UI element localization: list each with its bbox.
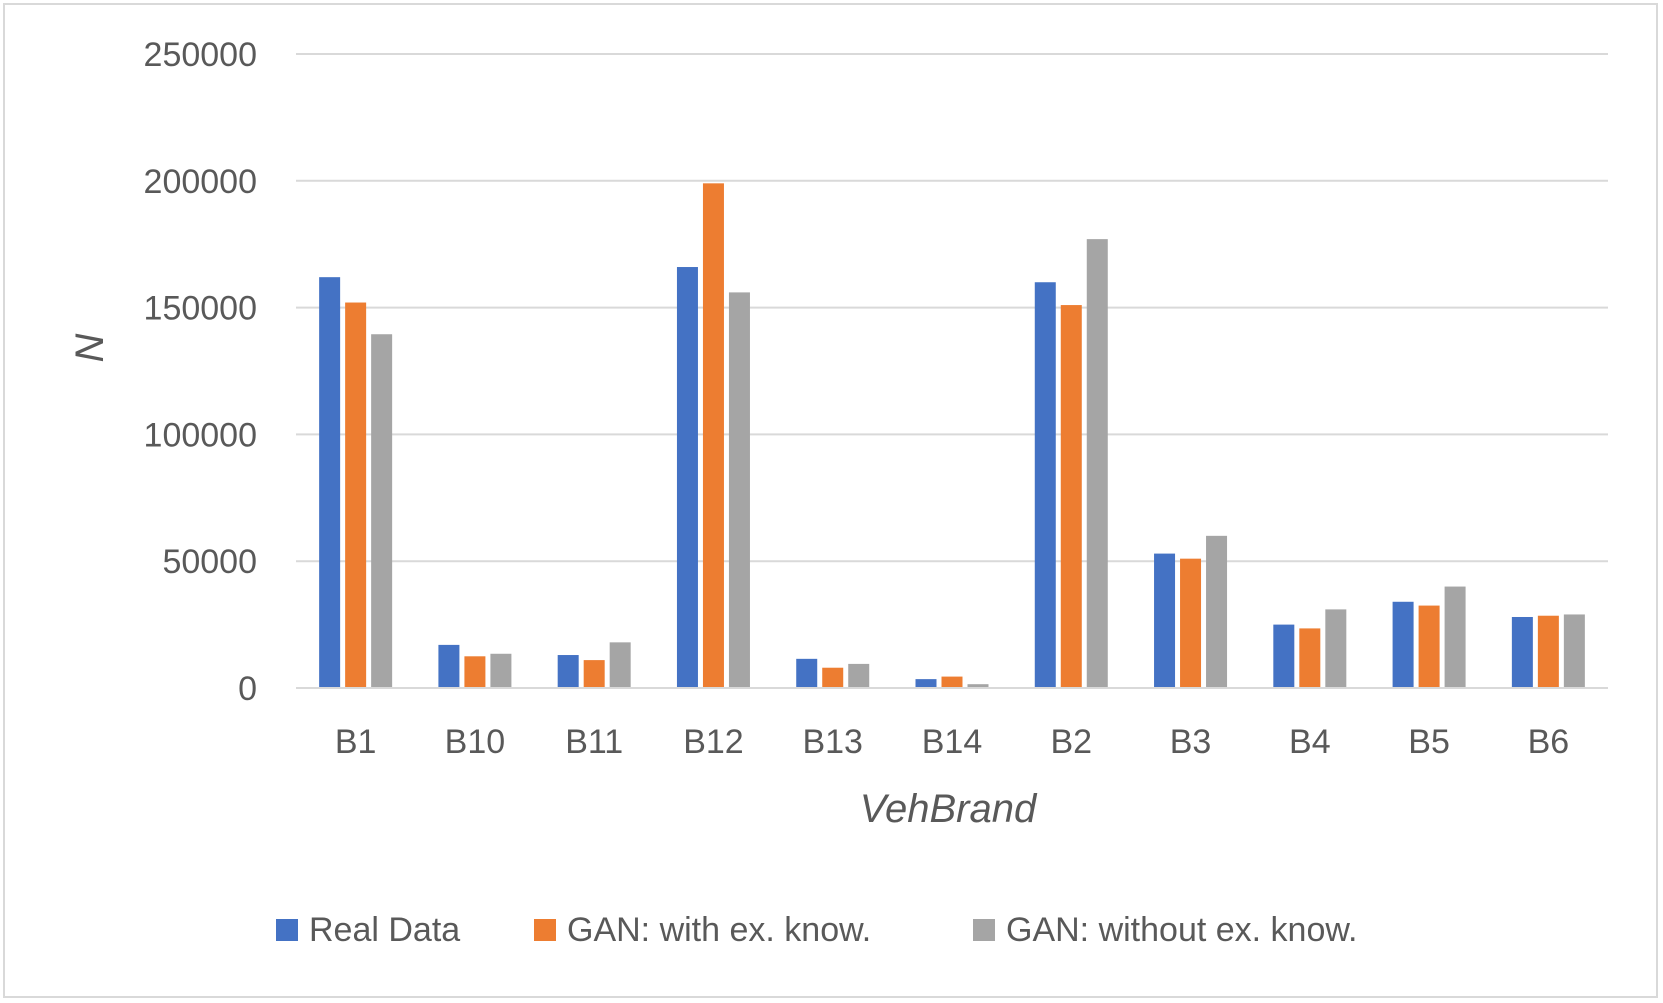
bar bbox=[583, 660, 605, 688]
x-axis-title: VehBrand bbox=[860, 787, 1038, 831]
bar bbox=[1563, 614, 1585, 688]
gridlines bbox=[296, 53, 1608, 563]
bar bbox=[1299, 628, 1321, 688]
bar bbox=[1154, 553, 1176, 688]
bar bbox=[1060, 305, 1082, 688]
bar bbox=[728, 292, 750, 688]
bar bbox=[609, 642, 631, 688]
bar bbox=[1273, 624, 1295, 688]
bar bbox=[915, 679, 937, 688]
bar bbox=[1511, 616, 1533, 688]
bar bbox=[557, 655, 579, 688]
bar bbox=[438, 644, 460, 688]
bar bbox=[941, 676, 963, 688]
bar bbox=[702, 183, 724, 688]
y-tick-label: 100000 bbox=[144, 416, 257, 454]
bar bbox=[1325, 609, 1347, 688]
legend-label: GAN: without ex. know. bbox=[1006, 911, 1358, 949]
bar bbox=[371, 334, 393, 688]
x-tick-label: B3 bbox=[1170, 723, 1212, 761]
x-tick-label: B13 bbox=[802, 723, 863, 761]
x-tick-label: B5 bbox=[1408, 723, 1450, 761]
legend-swatch bbox=[534, 919, 556, 941]
bar bbox=[1206, 535, 1228, 688]
y-tick-label: 150000 bbox=[144, 290, 257, 328]
bar bbox=[1537, 615, 1559, 688]
bar bbox=[822, 667, 844, 688]
y-axis-title: N bbox=[68, 333, 112, 362]
x-tick-label: B1 bbox=[335, 723, 377, 761]
x-tick-label: B12 bbox=[683, 723, 744, 761]
x-tick-label: B6 bbox=[1528, 723, 1570, 761]
legend-swatch bbox=[973, 919, 995, 941]
y-tick-label: 0 bbox=[238, 670, 257, 708]
y-tick-label: 200000 bbox=[144, 163, 257, 201]
bar bbox=[1418, 605, 1440, 688]
bar bbox=[676, 267, 698, 688]
bar bbox=[490, 653, 512, 688]
bar bbox=[796, 658, 818, 688]
legend-label: GAN: with ex. know. bbox=[567, 911, 871, 949]
x-tick-label: B14 bbox=[922, 723, 983, 761]
bar bbox=[319, 277, 341, 688]
x-tick-label: B11 bbox=[565, 723, 623, 761]
y-tick-label: 50000 bbox=[162, 543, 257, 581]
legend-label: Real Data bbox=[309, 911, 460, 949]
bar bbox=[1392, 601, 1414, 688]
legend-swatch bbox=[276, 919, 298, 941]
bars bbox=[319, 183, 1585, 689]
bar bbox=[1034, 282, 1056, 688]
bar bbox=[1444, 586, 1466, 688]
chart-frame bbox=[3, 3, 1658, 998]
x-tick-label: B10 bbox=[445, 723, 506, 761]
x-tick-label: B2 bbox=[1050, 723, 1092, 761]
bar bbox=[1180, 558, 1202, 688]
bar bbox=[345, 302, 367, 688]
bar bbox=[848, 663, 870, 688]
y-axis-ticks: 0 50000 100000 150000 200000 250000 bbox=[144, 36, 257, 708]
legend: Real Data GAN: with ex. know. GAN: without… bbox=[276, 911, 1358, 949]
x-tick-label: B4 bbox=[1289, 723, 1331, 761]
y-tick-label: 250000 bbox=[144, 36, 257, 74]
bar bbox=[1086, 239, 1108, 689]
bar bbox=[967, 684, 989, 688]
bar bbox=[464, 656, 486, 688]
x-axis-ticks: B1 B10 B11 B12 B13 B14 B2 B3 B4 B5 B6 bbox=[335, 723, 1569, 761]
